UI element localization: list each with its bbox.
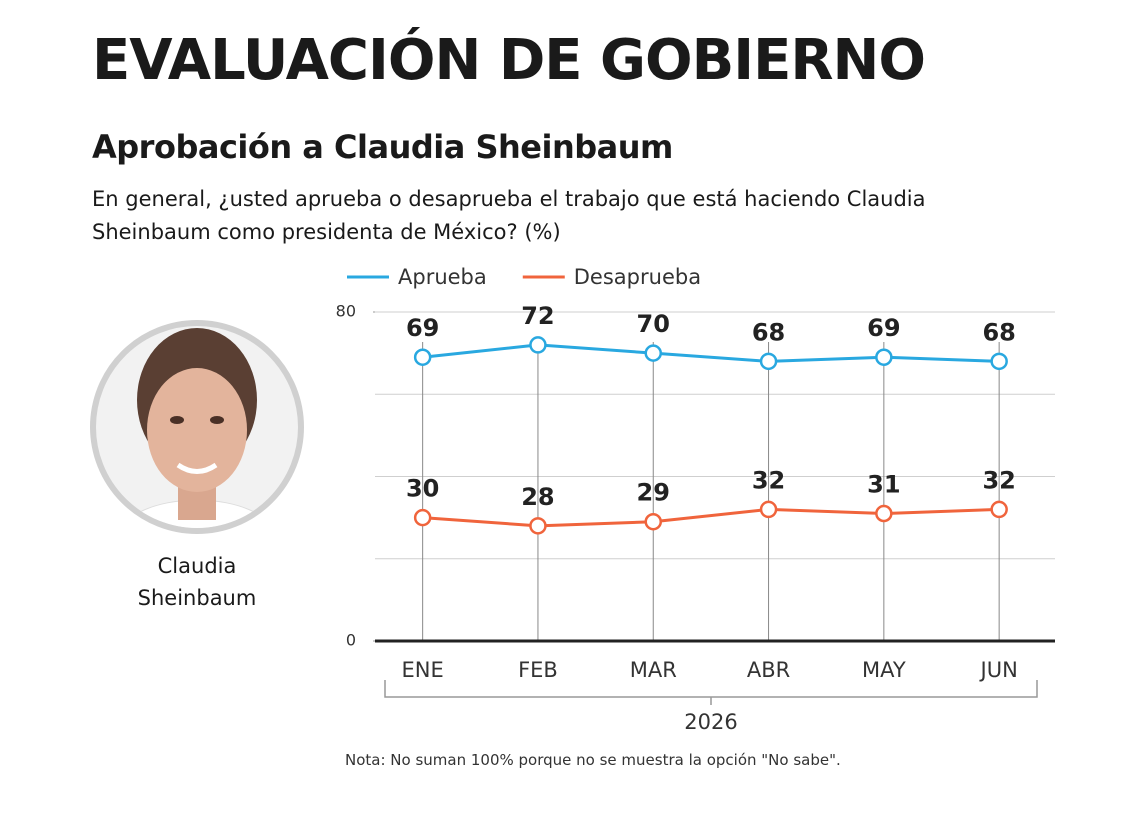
data-label: 30 [406, 475, 439, 503]
x-group-label: 2026 [684, 710, 737, 734]
point [875, 348, 893, 366]
data-label: 68 [752, 318, 785, 346]
data-label: 29 [637, 479, 670, 507]
x-tick-label: MAY [862, 658, 906, 682]
point [759, 352, 778, 371]
legend-label: Aprueba [398, 265, 487, 289]
x-tick-label: MAR [630, 658, 677, 682]
data-label: 31 [867, 471, 900, 499]
series-line [422, 343, 1000, 363]
subtitle: Aprobación a Claudia Sheinbaum [92, 128, 673, 166]
point [413, 348, 432, 366]
y-tick-label: 0 [346, 631, 356, 650]
title: EVALUACIÓN DE GOBIERNO [92, 28, 926, 93]
legend-label: Desaprueba [574, 265, 701, 289]
photo-caption: Claudia Sheinbaum [137, 554, 257, 610]
x-tick-label: FEB [518, 658, 558, 682]
point [529, 517, 547, 535]
x-tick-label: ENE [402, 658, 444, 682]
point [759, 500, 778, 519]
point [990, 500, 1008, 519]
note: Nota: No suman 100% porque no se muestra… [345, 751, 841, 769]
data-label: 69 [867, 314, 900, 342]
x-tick-label: JUN [979, 658, 1018, 682]
data-label: 68 [982, 318, 1015, 346]
y-tick-label: 80 [336, 302, 356, 321]
data-label: 72 [521, 302, 554, 330]
data-label: 28 [521, 483, 554, 511]
series-line [422, 507, 1000, 528]
question: En general, ¿usted aprueba o desaprueba … [92, 187, 926, 244]
point [413, 508, 432, 527]
data-label: 70 [637, 310, 670, 338]
data-label: 32 [752, 466, 785, 494]
point [644, 512, 662, 531]
point [875, 504, 893, 523]
point [990, 352, 1008, 371]
year-bracket [384, 680, 1038, 705]
point [644, 344, 662, 362]
point [529, 336, 547, 354]
photo [90, 320, 304, 534]
data-label: 69 [406, 314, 439, 342]
x-tick-label: ABR [747, 658, 790, 682]
data-label: 32 [982, 466, 1015, 494]
